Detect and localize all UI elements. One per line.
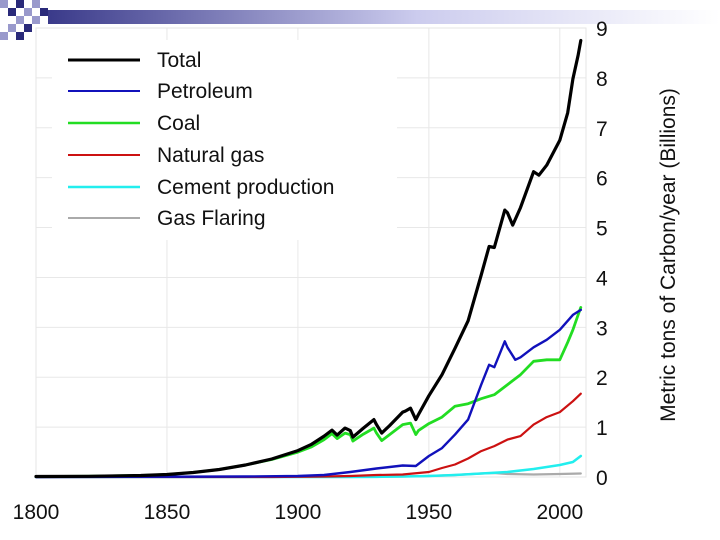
series-lines bbox=[34, 38, 583, 479]
y-tick-label: 0 bbox=[596, 467, 608, 490]
legend-entry-natural-gas: Natural gas bbox=[68, 144, 264, 167]
legend-label: Total bbox=[157, 49, 201, 72]
decorative-square bbox=[32, 16, 40, 24]
series-line-natural-gas bbox=[34, 392, 582, 479]
legend-entry-cement: Cement production bbox=[68, 176, 334, 199]
series-line-petroleum bbox=[34, 308, 582, 479]
legend-label: Cement production bbox=[157, 176, 334, 199]
decorative-square bbox=[0, 32, 8, 40]
legend-entry-total: Total bbox=[68, 49, 201, 72]
legend-background bbox=[52, 40, 397, 240]
y-tick-label: 7 bbox=[596, 118, 608, 141]
decorative-square bbox=[16, 32, 24, 40]
y-tick-label: 5 bbox=[596, 218, 608, 241]
y-axis-ticks: 0 1 2 3 4 5 6 7 8 9 bbox=[596, 18, 608, 490]
decorative-square bbox=[16, 16, 24, 24]
decorative-bar bbox=[48, 10, 720, 24]
legend-entry-coal: Coal bbox=[68, 112, 200, 135]
decorative-square bbox=[32, 0, 40, 8]
series-line-cement-production bbox=[34, 454, 583, 479]
y-tick-label: 1 bbox=[596, 417, 608, 440]
y-tick-label: 4 bbox=[596, 267, 608, 290]
y-tick-label: 3 bbox=[596, 317, 608, 340]
x-tick-label: 2000 bbox=[536, 501, 583, 524]
x-tick-label: 1800 bbox=[13, 501, 60, 524]
legend-entry-petroleum: Petroleum bbox=[68, 80, 253, 103]
series-line-total bbox=[34, 38, 583, 479]
legend: Total Petroleum Coal Natural gas Cement … bbox=[52, 40, 397, 240]
y-tick-label: 8 bbox=[596, 68, 608, 91]
y-tick-label: 9 bbox=[596, 18, 608, 41]
legend-label: Petroleum bbox=[157, 80, 253, 103]
legend-entry-gas-flaring: Gas Flaring bbox=[68, 207, 266, 230]
x-tick-label: 1900 bbox=[275, 501, 322, 524]
x-tick-label: 1850 bbox=[144, 501, 191, 524]
decorative-square bbox=[24, 24, 32, 32]
decorative-square bbox=[8, 8, 16, 16]
legend-label: Natural gas bbox=[157, 144, 264, 167]
decorative-square bbox=[24, 8, 32, 16]
x-axis-ticks: 1800 1850 1900 1950 2000 bbox=[13, 501, 584, 524]
y-tick-label: 2 bbox=[596, 367, 608, 390]
x-tick-label: 1950 bbox=[405, 501, 452, 524]
decorative-square bbox=[16, 0, 24, 8]
decorative-square bbox=[0, 0, 8, 8]
decorative-square bbox=[8, 24, 16, 32]
y-tick-label: 6 bbox=[596, 168, 608, 191]
legend-label: Coal bbox=[157, 112, 200, 135]
y-axis-label: Metric tons of Carbon/year (Billions) bbox=[657, 88, 680, 422]
decorative-square bbox=[40, 8, 48, 16]
legend-label: Gas Flaring bbox=[157, 207, 266, 230]
series-line-coal bbox=[34, 306, 583, 478]
